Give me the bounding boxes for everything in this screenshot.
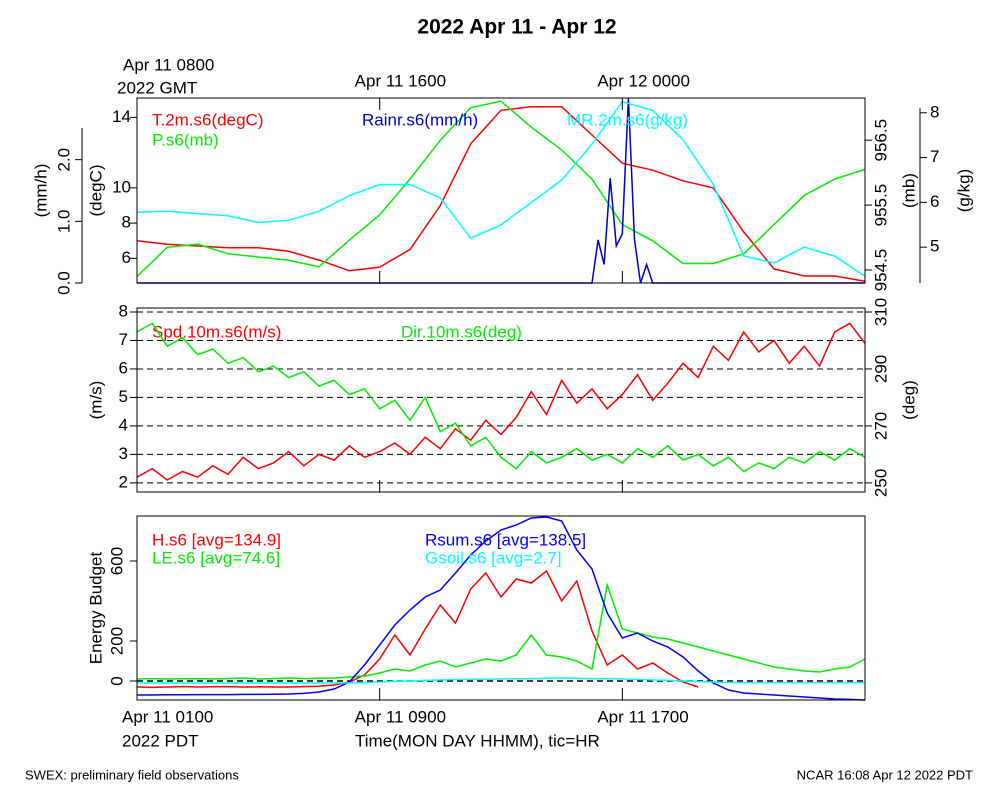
y-tick-label: 14 [112,107,131,126]
plot-frame [136,307,866,493]
series-line [136,106,866,282]
series-line [137,516,866,701]
series-line [136,100,866,277]
top-x-tick-label: Apr 11 1600 [355,71,446,90]
series-line [137,677,865,684]
y-axis-label: (g/kg) [954,169,973,212]
top-x-tick-label: Apr 12 0000 [597,71,690,90]
y-axis-label: Energy Budget [86,551,105,664]
y-tick-label: 6 [119,358,128,377]
x-axis-label: Time(MON DAY HHMM), tic=HR [355,731,600,750]
y-tick-label: 4 [119,415,128,434]
y-axis-label: (deg) [899,380,918,420]
series-line [136,100,866,278]
y-axis-label: (degC) [86,165,105,217]
legend-label: Spd.10m.s6(m/s) [152,322,281,341]
legend-label: T.2m.s6(degC) [152,110,263,129]
y-tick-label: 955.5 [871,184,890,227]
y-tick-label: 2 [119,472,128,491]
series-line [136,569,699,689]
y-tick-label: 6 [122,248,131,267]
y-tick-label: 200 [107,627,126,655]
legend-label: P.s6(mb) [152,130,219,149]
y-tick-label: 2.0 [54,148,73,172]
y-tick-label: 600 [107,547,126,575]
y-tick-label: 8 [930,102,939,121]
y-tick-label: 310 [871,298,890,326]
series-line [137,97,865,284]
chart-title: 2022 Apr 11 - Apr 12 [417,16,616,39]
y-tick-label: 10 [112,177,131,196]
plot-frame [136,97,866,284]
series-line [136,322,866,473]
footer-left: SWEX: preliminary field observations [25,767,239,782]
x-tick-label: Apr 11 1700 [597,707,688,726]
y-tick-label: 8 [119,301,128,320]
y-axis-label: (m/s) [86,381,105,420]
y-tick-label: 250 [871,469,890,497]
plot-frame [136,515,866,701]
legend-label: Rsum.s6 [avg=138.5] [425,530,586,549]
y-tick-label: 8 [122,213,131,232]
y-tick-label: 1.0 [54,210,73,234]
y-tick-label: 7 [930,147,939,166]
y-axis-label: (mm/h) [31,164,50,218]
series-line [136,322,866,481]
x-tick-label: Apr 11 0100 [122,707,213,726]
y-tick-label: 290 [871,355,890,383]
y-tick-label: 3 [119,444,128,463]
legend-label: Gsoil.s6 [avg=2.7] [425,548,562,567]
y-tick-label: 0 [107,676,126,685]
y-axis-label: (mb) [899,173,918,208]
footer-right: NCAR 16:08 Apr 12 2022 PDT [797,767,973,782]
legend-label: Dir.10m.s6(deg) [401,322,522,341]
y-tick-label: 5 [930,237,939,256]
y-tick-label: 0.0 [54,271,73,295]
y-tick-label: 5 [119,387,128,406]
x-axis-sublabel: 2022 PDT [122,731,199,750]
legend-label: Rainr.s6(mm/h) [362,110,478,129]
y-tick-label: 6 [930,192,939,211]
x-tick-label: Apr 11 0900 [355,707,446,726]
y-tick-label: 7 [119,330,128,349]
legend-label: LE.s6 [avg=74.6] [152,548,280,567]
y-tick-label: 954.5 [871,249,890,292]
legend-label: MR.2m.s6(g/kg) [567,110,688,129]
top-x-tick-label: Apr 11 0800 [123,55,214,74]
top-axis-sublabel: 2022 GMT [117,78,197,97]
y-tick-label: 270 [871,412,890,440]
y-tick-label: 956.5 [871,119,890,162]
legend-label: H.s6 [avg=134.9] [152,530,281,549]
series-line [136,582,866,680]
